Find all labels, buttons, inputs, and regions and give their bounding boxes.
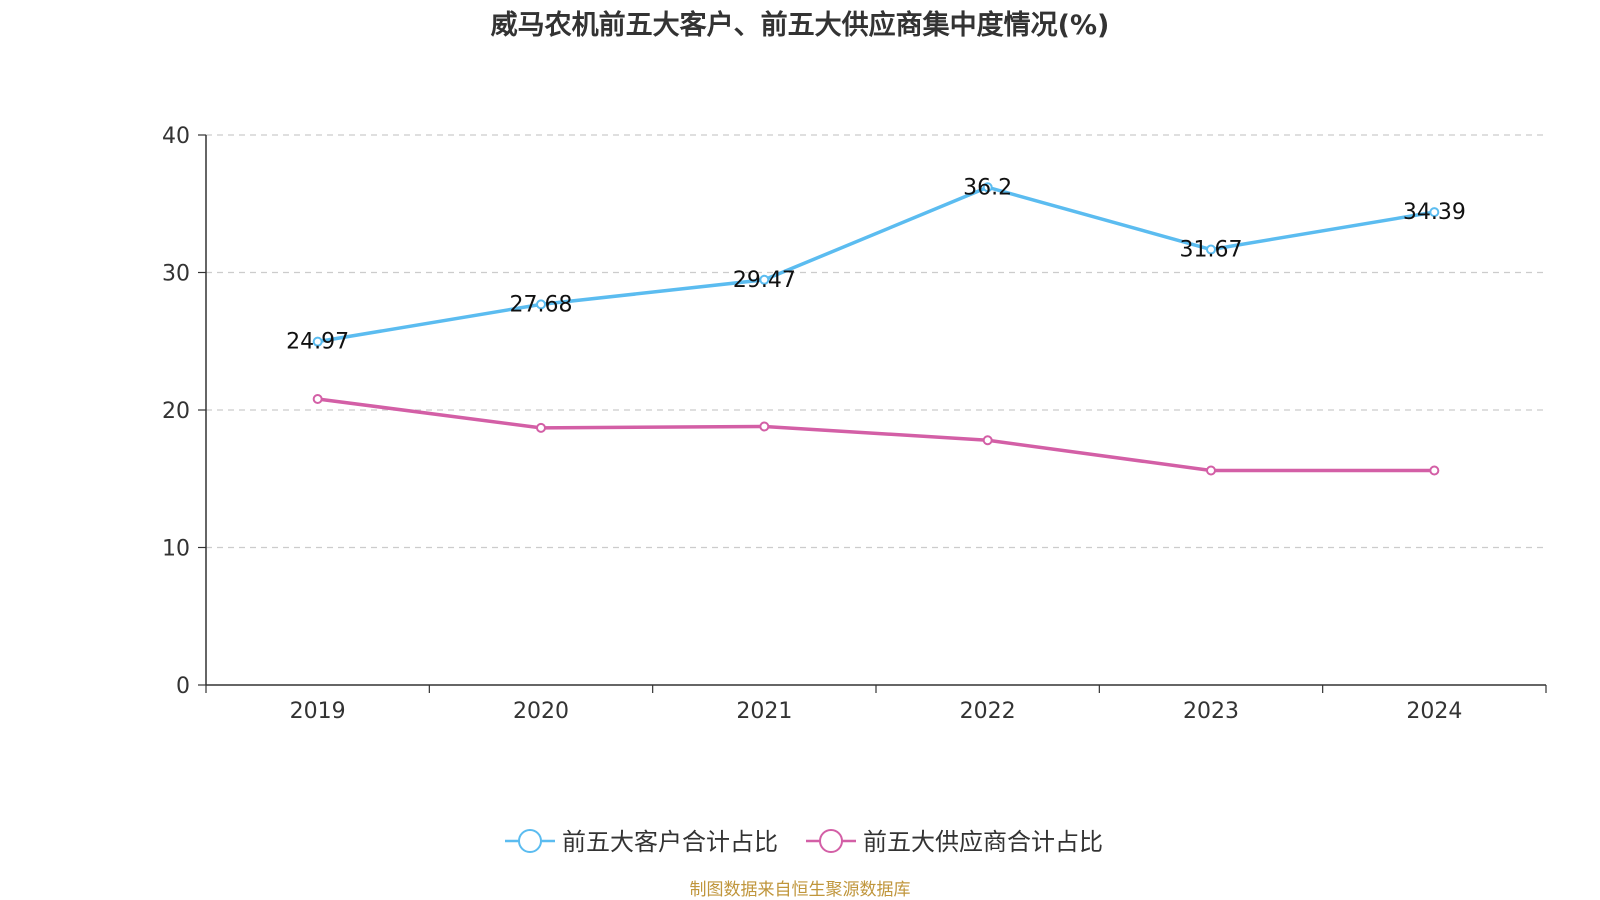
legend-marker-2 [819,829,843,853]
series-1-point [312,336,323,347]
legend-label-1: 前五大客户合计占比 [562,828,778,856]
chart-title: 威马农机前五大客户、前五大供应商集中度情况(%) [491,9,1110,41]
series-line-1 [315,185,1437,344]
y-tick-label: 40 [162,124,190,149]
y-tick-label: 0 [176,674,190,699]
series-2-point [312,394,323,404]
data-label: 31.67 [1180,238,1243,263]
source-note: 制图数据来自恒生聚源数据库 [690,880,911,900]
series-1-point [536,299,546,310]
series-2-point [759,421,770,432]
series-2-point [982,435,993,446]
x-tick-label: 2020 [513,699,569,724]
series-1-point [759,274,770,285]
series-1-point [1206,244,1216,255]
grid-lines [206,134,1546,549]
x-tick-label: 2021 [736,699,792,724]
x-tick-label: 2022 [960,699,1016,724]
axes: 0 10 20 30 40 2019 2020 2021 2022 2023 2024 [162,124,1547,724]
data-label: 27.68 [510,292,573,317]
data-label: 36.2 [963,175,1012,200]
y-tick-label: 30 [162,262,190,287]
series-2-point [1206,465,1216,476]
series-1-point [1429,207,1440,218]
legend-label-2: 前五大供应商合计占比 [863,828,1103,856]
data-label: 34.39 [1403,200,1466,225]
series-2-point [1429,465,1440,476]
series-line-2 [315,397,1437,473]
y-tick-label: 10 [162,537,190,562]
x-tick-label: 2023 [1183,699,1239,724]
series-1-point [982,182,993,193]
data-label: 29.47 [733,268,796,293]
x-tick-label: 2019 [290,699,346,724]
legend-marker-1 [518,829,542,853]
series-2-point [536,422,546,433]
data-labels: 24.97 27.68 29.47 36.2 31.67 34.39 [286,175,1466,354]
legend: 前五大客户合计占比 前五大供应商合计占比 [505,828,1103,856]
series-layer [312,182,1440,476]
y-tick-label: 20 [162,399,190,424]
data-label: 24.97 [286,330,349,355]
x-tick-label: 2024 [1406,699,1462,724]
